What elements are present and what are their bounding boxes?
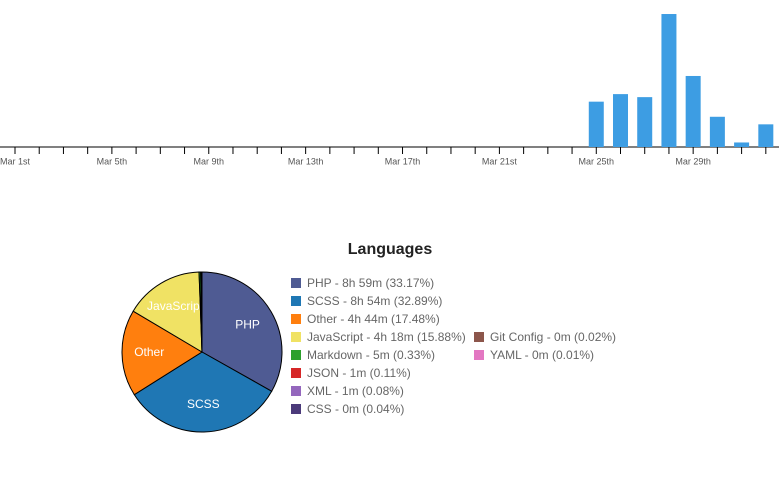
legend-label: JavaScript - 4h 18m (15.88%) [307,330,466,344]
pie-slice [201,271,283,392]
slice-label: Other [134,345,164,359]
bar [758,124,774,147]
bar [637,97,653,147]
bar [709,116,725,147]
bar [588,101,604,147]
legend-label: PHP - 8h 59m (33.17%) [307,276,434,290]
x-tick-label: Mar 25th [579,156,615,166]
x-tick-label: Mar 17th [385,156,421,166]
legend-label: SCSS - 8h 54m (32.89%) [307,294,442,308]
pie-slice [133,351,273,433]
legend-swatch [291,368,301,378]
x-tick-label: Mar 5th [97,156,128,166]
legend-label: Markdown - 5m (0.33%) [307,348,435,362]
slice-label: SCSS [187,397,220,411]
legend-swatch [291,278,301,288]
legend-swatch [474,332,484,342]
bar [734,142,750,147]
legend-label: Other - 4h 44m (17.48%) [307,312,440,326]
bar [613,94,628,147]
slice-label: JavaScript [147,299,204,313]
legend-swatch [291,350,301,360]
pie-slice [132,271,203,353]
legend-label: YAML - 0m (0.01%) [490,348,594,362]
legend-swatch [291,404,301,414]
legend-swatch [474,350,484,360]
x-tick-label: Mar 9th [194,156,225,166]
x-tick-label: Mar 1st [0,156,30,166]
legend-swatch [291,386,301,396]
x-tick-label: Mar 29th [675,156,711,166]
legend-label: XML - 1m (0.08%) [307,384,404,398]
legend-label: CSS - 0m (0.04%) [307,402,404,416]
bar [661,14,677,148]
legend-swatch [291,296,301,306]
pie-title: Languages [348,241,433,258]
legend-label: JSON - 1m (0.11%) [307,366,411,380]
legend-label: Git Config - 0m (0.02%) [490,330,616,344]
slice-label: PHP [235,318,260,332]
pie-slice [121,310,203,396]
legend-swatch [291,314,301,324]
bar [685,75,701,147]
x-tick-label: Mar 13th [288,156,324,166]
legend-swatch [291,332,301,342]
x-tick-label: Mar 21st [482,156,518,166]
